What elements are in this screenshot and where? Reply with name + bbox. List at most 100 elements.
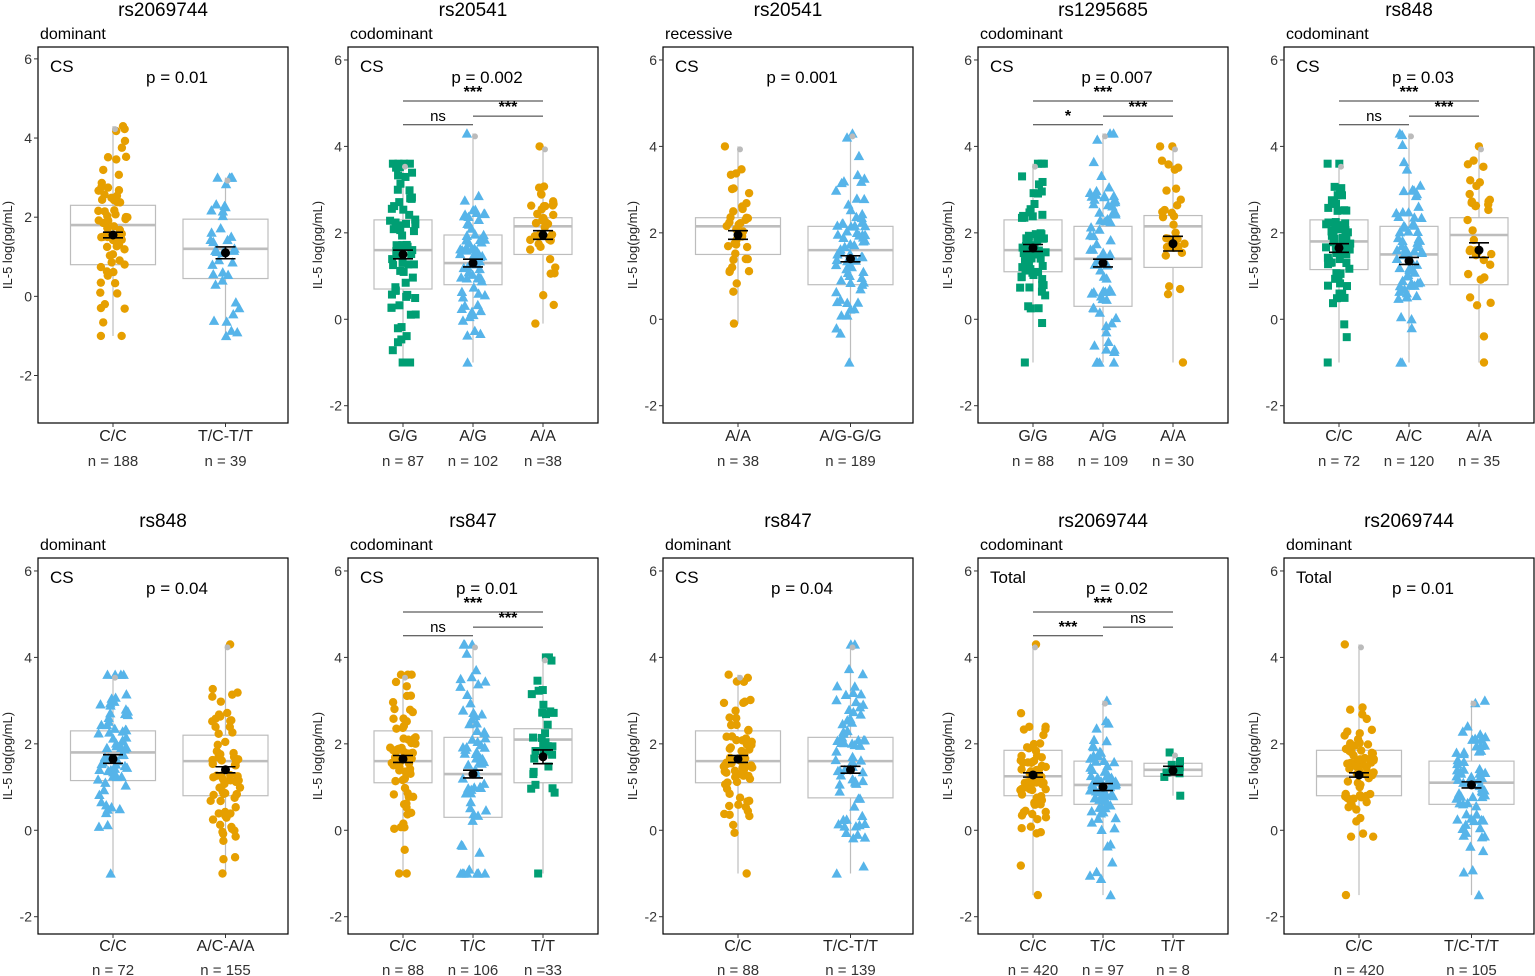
point bbox=[1471, 809, 1482, 819]
point bbox=[467, 269, 478, 279]
point bbox=[465, 802, 476, 813]
point bbox=[851, 193, 863, 203]
point bbox=[1104, 781, 1116, 792]
point bbox=[472, 299, 484, 310]
point bbox=[466, 223, 477, 233]
y-tick-label: -2 bbox=[1266, 398, 1279, 414]
point bbox=[220, 330, 232, 341]
y-axis: 6 4 2 0 -2 IL-5 log(pg/mL) bbox=[310, 563, 348, 925]
point bbox=[855, 689, 867, 699]
point bbox=[838, 176, 850, 186]
point bbox=[475, 305, 487, 316]
group-G/G: G/G n = 87 bbox=[373, 159, 433, 470]
group-A/C-A/A: A/C-A/A n = 155 bbox=[182, 640, 269, 976]
point bbox=[549, 210, 558, 220]
point bbox=[398, 775, 407, 785]
point bbox=[1452, 814, 1463, 824]
point bbox=[543, 720, 552, 729]
point bbox=[725, 713, 734, 722]
point bbox=[732, 279, 741, 288]
point bbox=[1358, 703, 1367, 712]
point bbox=[737, 746, 746, 756]
point bbox=[476, 237, 487, 247]
y-axis: 6 4 2 0 -2 IL-5 log(pg/mL) bbox=[0, 563, 38, 925]
point bbox=[477, 756, 488, 766]
point bbox=[1165, 748, 1174, 757]
outlier-point bbox=[1358, 644, 1364, 651]
point bbox=[725, 744, 734, 753]
point bbox=[120, 136, 130, 146]
point bbox=[1343, 727, 1352, 736]
point bbox=[1098, 271, 1110, 281]
x-category-label: A/C bbox=[1396, 428, 1423, 445]
point bbox=[1338, 233, 1347, 242]
point bbox=[551, 263, 560, 272]
point bbox=[847, 756, 858, 766]
point bbox=[234, 755, 243, 764]
point bbox=[1414, 235, 1426, 245]
point bbox=[849, 303, 860, 314]
point bbox=[1345, 264, 1354, 273]
group-count-label: n = 120 bbox=[1384, 453, 1434, 470]
point bbox=[219, 836, 228, 846]
point bbox=[1462, 797, 1473, 808]
data-points bbox=[205, 172, 245, 341]
point bbox=[109, 723, 120, 733]
group-count-label: n = 420 bbox=[1334, 962, 1384, 976]
y-tick-label: 2 bbox=[964, 736, 972, 752]
point bbox=[479, 742, 490, 752]
point bbox=[403, 290, 412, 299]
bracket-label: *** bbox=[1059, 619, 1078, 636]
point bbox=[1473, 746, 1485, 756]
point bbox=[1468, 226, 1477, 235]
point bbox=[1346, 832, 1356, 841]
point bbox=[465, 698, 476, 708]
point bbox=[1479, 358, 1489, 367]
point bbox=[1343, 777, 1353, 786]
bracket-label: ns bbox=[430, 108, 446, 125]
mean-point bbox=[1404, 256, 1414, 266]
panel-gene-title: rs848 bbox=[1385, 0, 1433, 21]
point bbox=[859, 832, 871, 842]
group-T/C-T/T: T/C-T/T n = 139 bbox=[807, 639, 894, 976]
point bbox=[123, 213, 132, 222]
point bbox=[401, 278, 410, 287]
x-category-label: G/G bbox=[1018, 428, 1047, 445]
point bbox=[1017, 790, 1027, 799]
point bbox=[857, 668, 869, 679]
group-G/G: G/G n = 88 bbox=[1003, 159, 1063, 470]
panel-frame bbox=[662, 557, 914, 935]
point bbox=[1109, 823, 1120, 833]
point bbox=[1088, 734, 1100, 745]
point bbox=[1332, 199, 1341, 208]
point bbox=[1479, 740, 1491, 750]
point bbox=[1457, 726, 1468, 736]
bracket-label: *** bbox=[1400, 84, 1419, 101]
point bbox=[838, 232, 849, 242]
point bbox=[1084, 870, 1096, 880]
panel-model-label: dominant bbox=[665, 537, 731, 554]
point bbox=[1403, 207, 1414, 217]
point bbox=[213, 740, 222, 750]
point bbox=[1034, 267, 1043, 276]
group-count-label: n = 30 bbox=[1152, 453, 1194, 470]
point bbox=[390, 753, 400, 762]
point bbox=[469, 229, 481, 239]
point bbox=[539, 700, 548, 709]
chart-panel-9: rs2069744 codominant Total p = 0.02 6 4 2 0 -2 IL… bbox=[940, 511, 1229, 976]
point bbox=[1391, 244, 1403, 255]
point bbox=[1486, 260, 1495, 269]
point bbox=[1036, 254, 1045, 263]
group-C/C: C/C n = 88 bbox=[694, 670, 782, 976]
point bbox=[399, 205, 408, 214]
point bbox=[100, 207, 109, 216]
point bbox=[1465, 246, 1474, 256]
point bbox=[108, 733, 119, 743]
point bbox=[831, 746, 842, 756]
point bbox=[1362, 797, 1371, 807]
point bbox=[847, 751, 858, 762]
significance-bracket: ns bbox=[403, 619, 473, 637]
point bbox=[1018, 263, 1027, 272]
point bbox=[1027, 254, 1036, 263]
